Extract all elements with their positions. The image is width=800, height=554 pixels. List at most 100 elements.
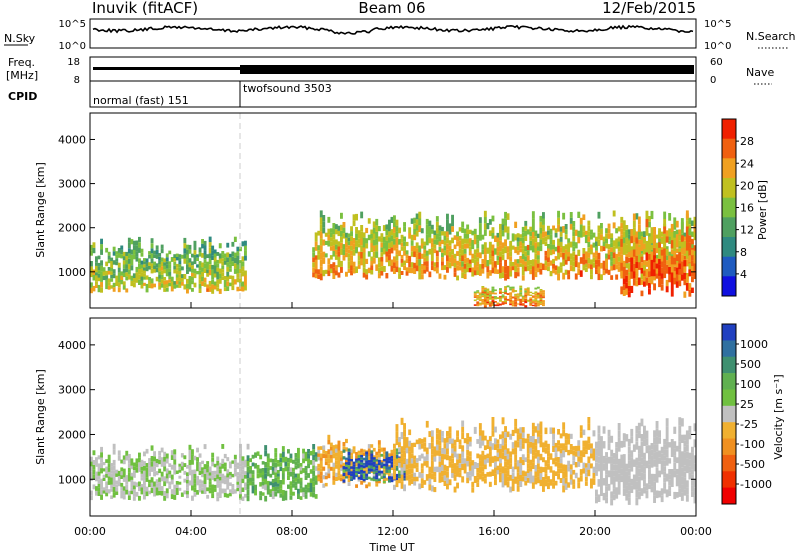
echo-cell: [322, 215, 326, 222]
echo-cell: [673, 244, 677, 251]
echo-cell: [605, 263, 608, 269]
echo-cell: [400, 460, 404, 468]
echo-cell: [549, 239, 553, 245]
echo-cell: [165, 488, 169, 494]
echo-cell: [107, 463, 111, 468]
echo-cell: [163, 277, 167, 281]
echo-cell: [534, 291, 538, 294]
echo-cell: [370, 247, 374, 252]
echo-cell: [127, 269, 131, 275]
echo-cell: [105, 279, 109, 285]
echo-cell: [637, 239, 641, 245]
echo-cell: [476, 467, 480, 473]
echo-cell: [663, 211, 667, 219]
echo-cell: [509, 474, 513, 481]
echo-cell: [574, 254, 578, 261]
echo-cell: [476, 472, 480, 478]
echo-cell: [433, 471, 437, 477]
echo-cell: [683, 247, 687, 254]
echo-cell: [420, 443, 424, 449]
echo-cell: [357, 238, 361, 244]
echo-cell: [600, 274, 603, 280]
echo-cell: [584, 263, 588, 268]
echo-cell: [499, 245, 502, 252]
echo-cell: [668, 255, 672, 260]
echo-cell: [605, 480, 608, 487]
echo-cell: [350, 452, 353, 456]
echo-cell: [544, 241, 548, 246]
echo-cell: [685, 430, 689, 438]
echo-cell: [312, 247, 316, 253]
echo-cell: [461, 457, 465, 464]
echo-cell: [370, 477, 374, 481]
echo-cell: [256, 473, 260, 479]
echo-cell: [117, 272, 121, 278]
echo-cell: [458, 244, 462, 249]
echo-cell: [640, 235, 644, 241]
echo-cell: [107, 255, 111, 260]
echo-cell: [663, 449, 667, 456]
echo-cell: [271, 487, 275, 491]
echo-cell: [600, 228, 603, 235]
echo-cell: [307, 463, 310, 469]
echo-cell: [504, 218, 507, 226]
echo-cell: [635, 465, 639, 474]
echo-cell: [501, 230, 505, 237]
echo-cell: [536, 296, 540, 299]
echo-cell: [143, 270, 146, 274]
echo-cell: [150, 456, 154, 462]
echo-cell: [155, 479, 159, 484]
echo-cell: [100, 452, 103, 458]
echo-cell: [685, 282, 689, 291]
echo-cell: [367, 251, 371, 257]
echo-cell: [476, 261, 480, 267]
nave-tick-low: 0: [710, 75, 716, 86]
echo-cell: [112, 282, 116, 288]
echo-cell: [617, 466, 621, 474]
echo-cell: [584, 251, 588, 256]
echo-cell: [231, 251, 235, 257]
echo-cell: [574, 451, 578, 457]
echo-cell: [574, 229, 578, 236]
echo-cell: [236, 478, 240, 482]
echo-cell: [471, 465, 475, 471]
echo-cell: [620, 216, 624, 223]
echo-cell: [398, 447, 401, 453]
echo-cell: [658, 430, 661, 437]
echo-cell: [198, 453, 202, 458]
echo-cell: [304, 451, 308, 457]
echo-cell: [140, 459, 144, 464]
echo-cell: [385, 469, 389, 473]
echo-cell: [302, 492, 305, 497]
echo-cell: [90, 490, 93, 496]
echo-cell: [178, 264, 182, 268]
echo-cell: [221, 261, 225, 266]
echo-cell: [680, 235, 684, 242]
echo-cell: [105, 466, 109, 471]
echo-cell: [572, 484, 576, 489]
echo-cell: [410, 458, 414, 464]
echo-cell: [102, 490, 106, 494]
echo-cell: [388, 231, 391, 238]
echo-cell: [393, 221, 396, 227]
echo-cell: [544, 473, 548, 480]
echo-cell: [312, 267, 316, 273]
echo-cell: [173, 454, 177, 460]
echo-cell: [665, 279, 669, 287]
echo-cell: [360, 452, 364, 457]
echo-cell: [678, 417, 682, 426]
echo-cell: [196, 264, 199, 268]
echo-cell: [317, 474, 321, 478]
echo-cell: [350, 265, 353, 271]
echo-cell: [453, 445, 457, 452]
echo-cell: [673, 257, 677, 265]
power-echo-cells: [90, 210, 697, 308]
echo-cell: [191, 459, 194, 465]
colorbar-tick-label: 25: [740, 398, 754, 411]
echo-cell: [148, 483, 151, 488]
echo-cell: [186, 494, 189, 499]
echo-cell: [645, 261, 649, 267]
echo-cell: [206, 284, 210, 289]
echo-cell: [494, 455, 497, 462]
echo-cell: [168, 272, 172, 276]
